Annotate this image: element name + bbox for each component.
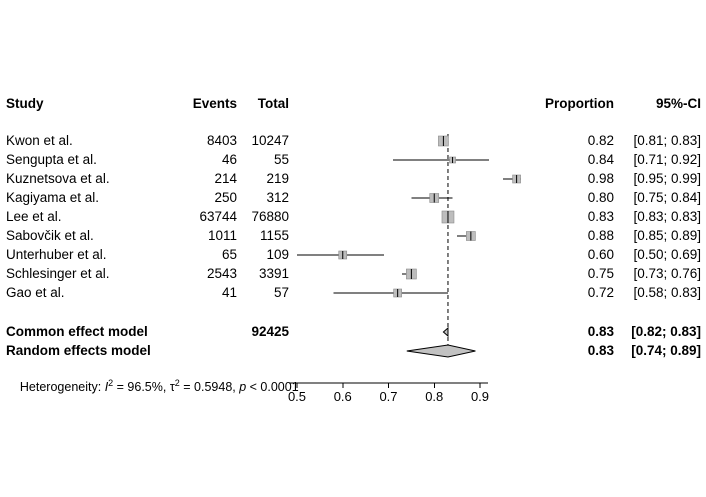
study-name: Sengupta et al. — [6, 152, 97, 167]
effect-square — [406, 268, 417, 280]
ci-value: [0.81; 0.83] — [633, 133, 701, 148]
effect-square — [512, 174, 521, 184]
ci-value: [0.73; 0.76] — [633, 266, 701, 281]
column-header-total: Total — [257, 96, 289, 111]
column-header-study: Study — [6, 96, 44, 111]
total-value: 10247 — [251, 133, 289, 148]
het-tau-sup: 2 — [174, 377, 180, 388]
ci-value: [0.50; 0.69] — [633, 247, 701, 262]
ci-value: [0.95; 0.99] — [633, 171, 701, 186]
proportion-value: 0.88 — [587, 228, 614, 243]
effect-square — [441, 210, 455, 224]
ci-value: [0.58; 0.83] — [633, 285, 701, 300]
study-name: Lee et al. — [6, 209, 62, 224]
axis-tick-label: 0.7 — [379, 389, 397, 404]
random-effects-diamond — [406, 344, 476, 358]
study-name: Kuznetsova et al. — [6, 171, 110, 186]
total-value: 57 — [273, 285, 289, 300]
ci-value: [0.71; 0.92] — [633, 152, 701, 167]
het-p-rest: < 0.0001 — [246, 380, 299, 394]
het-tau-label: τ — [169, 380, 175, 394]
ci-value: [0.75; 0.84] — [633, 190, 701, 205]
study-name: Gao et al. — [6, 285, 65, 300]
total-value: 219 — [266, 171, 289, 186]
total-value: 312 — [266, 190, 289, 205]
het-i-rest: = 96.5%, — [113, 380, 170, 394]
events-value: 41 — [221, 285, 237, 300]
total-value: 3391 — [258, 266, 289, 281]
proportion-value: 0.98 — [587, 171, 614, 186]
events-value: 63744 — [199, 209, 237, 224]
proportion-value: 0.84 — [587, 152, 614, 167]
column-header-ci: 95%-CI — [655, 96, 701, 111]
events-value: 8403 — [206, 133, 237, 148]
events-value: 65 — [221, 247, 237, 262]
effect-square — [429, 193, 440, 203]
axis-tick-label: 0.9 — [471, 389, 489, 404]
column-header-events: Events — [192, 96, 237, 111]
proportion-value: 0.75 — [587, 266, 614, 281]
proportion-value: 0.80 — [587, 190, 614, 205]
summary-proportion-common: 0.83 — [587, 324, 614, 339]
effect-square — [449, 156, 456, 164]
study-name: Kagiyama et al. — [6, 190, 100, 205]
column-header-proportion: Proportion — [545, 96, 614, 111]
events-value: 2543 — [206, 266, 237, 281]
summary-ci-common: [0.82; 0.83] — [631, 324, 701, 339]
het-p-label: p — [239, 380, 247, 394]
events-value: 214 — [214, 171, 237, 186]
axis-tick-label: 0.8 — [425, 389, 443, 404]
proportion-value: 0.72 — [587, 285, 614, 300]
total-value: 76880 — [251, 209, 289, 224]
proportion-value: 0.83 — [587, 209, 614, 224]
summary-ci-random: [0.74; 0.89] — [631, 343, 701, 358]
study-name: Unterhuber et al. — [6, 247, 107, 262]
effect-square — [338, 250, 348, 260]
effect-square — [438, 135, 449, 147]
ci-value: [0.85; 0.89] — [633, 228, 701, 243]
total-value: 55 — [273, 152, 289, 167]
study-name: Kwon et al. — [6, 133, 73, 148]
het-prefix: Heterogeneity: — [19, 380, 105, 394]
total-value: 1155 — [259, 228, 289, 243]
axis-tick-label: 0.6 — [334, 389, 352, 404]
het-i-label: I — [104, 380, 109, 394]
effect-square — [466, 231, 476, 241]
het-i-sup: 2 — [108, 377, 114, 388]
summary-total-common: 92425 — [251, 324, 289, 339]
events-value: 250 — [214, 190, 237, 205]
summary-label-common: Common effect model — [6, 324, 148, 339]
ci-value: [0.83; 0.83] — [633, 209, 701, 224]
events-value: 46 — [221, 152, 237, 167]
total-value: 109 — [266, 247, 289, 262]
events-value: 1011 — [207, 228, 237, 243]
common-effect-diamond — [442, 326, 449, 338]
summary-label-random: Random effects model — [6, 343, 151, 358]
study-name: Schlesinger et al. — [6, 266, 110, 281]
summary-proportion-random: 0.83 — [587, 343, 614, 358]
proportion-value: 0.82 — [587, 133, 614, 148]
study-name: Sabovčik et al. — [6, 228, 94, 243]
het-tau-rest: = 0.5948, — [179, 380, 240, 394]
heterogeneity-note: Heterogeneity: I2 = 96.5%, τ2 = 0.5948, … — [6, 363, 299, 411]
effect-square — [393, 288, 402, 298]
proportion-value: 0.60 — [587, 247, 614, 262]
